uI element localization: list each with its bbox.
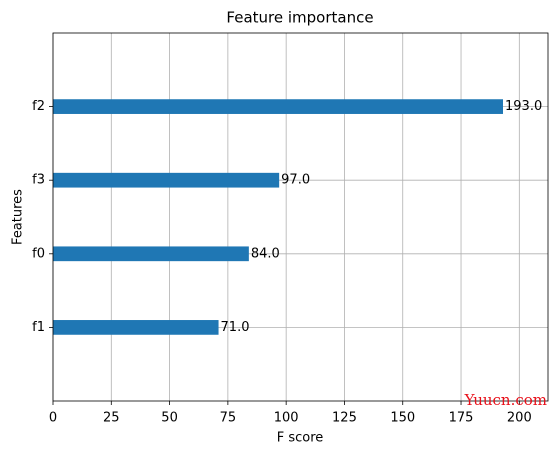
y-tick-label: f1 (32, 320, 45, 335)
x-tick-label: 100 (274, 411, 299, 426)
bar (53, 172, 280, 188)
x-axis-label: F score (277, 431, 324, 446)
y-tick-label: f3 (32, 173, 45, 188)
plot-area: 0 25 50 75 100 125 150 175 200 f1 f0 f3 f2 71.0 84.0 97… (32, 33, 548, 426)
x-tick-label: 25 (103, 411, 120, 426)
x-tick-label: 50 (161, 411, 178, 426)
x-tick-label: 125 (332, 411, 357, 426)
x-tick-label: 75 (220, 411, 237, 426)
watermark: Yuucn.com (464, 391, 547, 409)
x-tick-label: 150 (390, 411, 415, 426)
value-label: 97.0 (281, 173, 310, 188)
value-label: 84.0 (251, 246, 280, 261)
x-tick-label: 175 (449, 411, 474, 426)
value-label: 71.0 (221, 320, 250, 335)
y-axis-label: Features (11, 189, 26, 245)
y-tick-label: f0 (32, 246, 45, 261)
bar (53, 99, 503, 114)
y-tick-label: f2 (32, 99, 45, 114)
x-tick-label: 200 (507, 411, 532, 426)
bar (53, 320, 219, 335)
value-label: 193.0 (505, 99, 542, 114)
axes-frame (52, 32, 549, 402)
x-tick-label: 0 (49, 411, 57, 426)
bar (53, 246, 249, 262)
chart-title: Feature importance (226, 9, 373, 27)
